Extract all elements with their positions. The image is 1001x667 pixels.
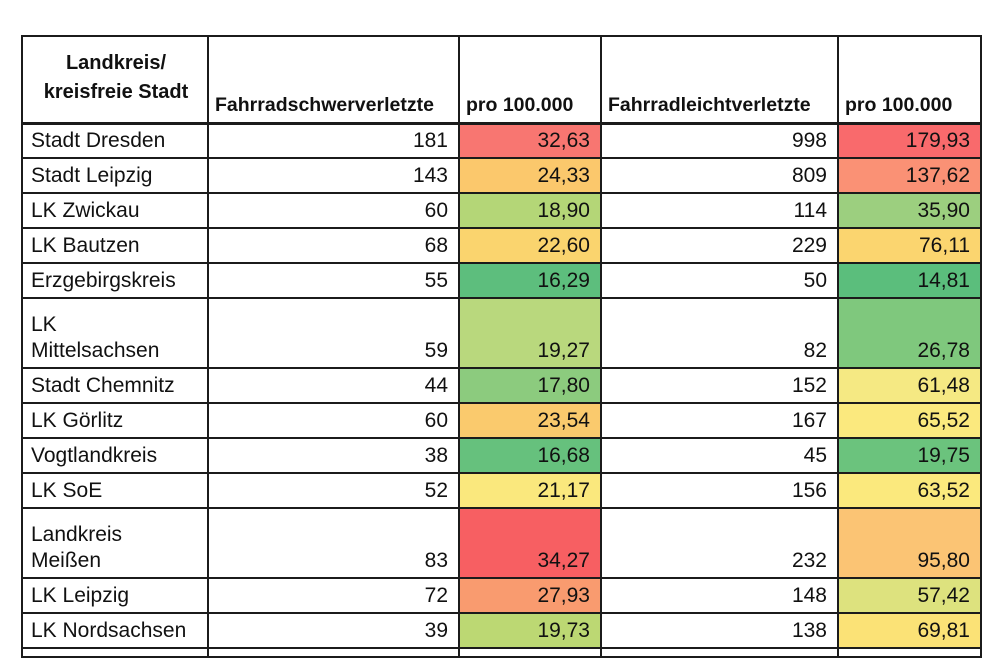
- leicht-rate-cell: 65,52: [837, 402, 982, 439]
- district-name-cell: LK Görlitz: [21, 402, 209, 439]
- schwer-count-cell: 59: [207, 297, 460, 369]
- schwer-count-cell: 60: [207, 402, 460, 439]
- header-row: Landkreis/ kreisfreie Stadt Fahrradschwe…: [21, 35, 982, 125]
- leicht-rate-cell: 63,52: [837, 472, 982, 509]
- leicht-count-cell: 156: [600, 472, 839, 509]
- district-name-cell: LK Mittelsachsen: [21, 297, 209, 369]
- leicht-count-cell: 148: [600, 577, 839, 614]
- schwer-rate-cell: 23,54: [458, 402, 602, 439]
- table-row: LK Leipzig 72 27,93 148 57,42: [21, 577, 982, 614]
- schwer-count-cell: 38: [207, 437, 460, 474]
- header-leicht-rate: pro 100.000: [837, 35, 982, 125]
- schwer-rate-cell: 22,60: [458, 227, 602, 264]
- table-row: Landkreis Meißen 83 34,27 232 95,80: [21, 507, 982, 579]
- table-row: Erzgebirgskreis 55 16,29 50 14,81: [21, 262, 982, 299]
- schwer-rate-cell: 17,80: [458, 367, 602, 404]
- leicht-rate-cell: 69,81: [837, 612, 982, 649]
- table-row: LK Zwickau 60 18,90 114 35,90: [21, 192, 982, 229]
- leicht-count-cell: 998: [600, 122, 839, 159]
- schwer-rate-cell: 19,73: [458, 612, 602, 649]
- schwer-count-cell: 60: [207, 192, 460, 229]
- leicht-count-cell: 114: [600, 192, 839, 229]
- table-row: LK Görlitz 60 23,54 167 65,52: [21, 402, 982, 439]
- schwer-rate-cell: 18,90: [458, 192, 602, 229]
- schwer-rate-cell: 34,27: [458, 507, 602, 579]
- schwer-rate-cell: 16,68: [458, 437, 602, 474]
- leicht-count-cell: 167: [600, 402, 839, 439]
- table-row: LK Nordsachsen 39 19,73 138 69,81: [21, 612, 982, 649]
- leicht-count-cell: 229: [600, 227, 839, 264]
- table-row: Vogtlandkreis 38 16,68 45 19,75: [21, 437, 982, 474]
- schwer-count-cell: 39: [207, 612, 460, 649]
- header-district: Landkreis/ kreisfreie Stadt: [21, 35, 209, 125]
- district-name-cell: LK Bautzen: [21, 227, 209, 264]
- clipped-empty-cell: [837, 647, 982, 658]
- header-schwerverletzte: Fahrradschwerverletzte: [207, 35, 460, 125]
- leicht-count-cell: 50: [600, 262, 839, 299]
- schwer-count-cell: 83: [207, 507, 460, 579]
- schwer-count-cell: 72: [207, 577, 460, 614]
- table-row: LK Mittelsachsen 59 19,27 82 26,78: [21, 297, 982, 369]
- injury-statistics-table: Landkreis/ kreisfreie Stadt Fahrradschwe…: [21, 35, 982, 658]
- schwer-rate-cell: 32,63: [458, 122, 602, 159]
- table-row: Stadt Chemnitz 44 17,80 152 61,48: [21, 367, 982, 404]
- table-row: Stadt Leipzig 143 24,33 809 137,62: [21, 157, 982, 194]
- schwer-count-cell: 181: [207, 122, 460, 159]
- district-name-cell: LK Nordsachsen: [21, 612, 209, 649]
- district-name-cell: Stadt Chemnitz: [21, 367, 209, 404]
- clipped-next-row: [21, 647, 982, 658]
- schwer-count-cell: 44: [207, 367, 460, 404]
- schwer-count-cell: 52: [207, 472, 460, 509]
- schwer-rate-cell: 16,29: [458, 262, 602, 299]
- district-name-cell: Vogtlandkreis: [21, 437, 209, 474]
- header-schwer-rate: pro 100.000: [458, 35, 602, 125]
- table-row: Stadt Dresden 181 32,63 998 179,93: [21, 122, 982, 159]
- clipped-empty-cell: [207, 647, 460, 658]
- schwer-rate-cell: 24,33: [458, 157, 602, 194]
- leicht-rate-cell: 179,93: [837, 122, 982, 159]
- leicht-rate-cell: 61,48: [837, 367, 982, 404]
- schwer-rate-cell: 21,17: [458, 472, 602, 509]
- leicht-count-cell: 232: [600, 507, 839, 579]
- district-name-cell: Stadt Dresden: [21, 122, 209, 159]
- district-name-cell: LK SoE: [21, 472, 209, 509]
- leicht-count-cell: 809: [600, 157, 839, 194]
- header-leichtverletzte: Fahrradleichtverletzte: [600, 35, 839, 125]
- leicht-count-cell: 138: [600, 612, 839, 649]
- schwer-count-cell: 55: [207, 262, 460, 299]
- leicht-rate-cell: 35,90: [837, 192, 982, 229]
- schwer-rate-cell: 19,27: [458, 297, 602, 369]
- leicht-count-cell: 152: [600, 367, 839, 404]
- district-name-cell: Stadt Leipzig: [21, 157, 209, 194]
- district-name-cell: LK Zwickau: [21, 192, 209, 229]
- clipped-empty-cell: [600, 647, 839, 658]
- leicht-rate-cell: 26,78: [837, 297, 982, 369]
- district-name-cell: Landkreis Meißen: [21, 507, 209, 579]
- leicht-rate-cell: 95,80: [837, 507, 982, 579]
- leicht-rate-cell: 14,81: [837, 262, 982, 299]
- leicht-rate-cell: 57,42: [837, 577, 982, 614]
- leicht-count-cell: 82: [600, 297, 839, 369]
- leicht-count-cell: 45: [600, 437, 839, 474]
- table-row: LK SoE 52 21,17 156 63,52: [21, 472, 982, 509]
- leicht-rate-cell: 76,11: [837, 227, 982, 264]
- table-row: LK Bautzen 68 22,60 229 76,11: [21, 227, 982, 264]
- schwer-rate-cell: 27,93: [458, 577, 602, 614]
- table-body: Stadt Dresden 181 32,63 998 179,93 Stadt Leip…: [21, 122, 982, 658]
- clipped-empty-cell: [21, 647, 209, 658]
- schwer-count-cell: 68: [207, 227, 460, 264]
- district-name-cell: LK Leipzig: [21, 577, 209, 614]
- leicht-rate-cell: 137,62: [837, 157, 982, 194]
- schwer-count-cell: 143: [207, 157, 460, 194]
- district-name-cell: Erzgebirgskreis: [21, 262, 209, 299]
- clipped-empty-cell: [458, 647, 602, 658]
- leicht-rate-cell: 19,75: [837, 437, 982, 474]
- table-header: Landkreis/ kreisfreie Stadt Fahrradschwe…: [21, 35, 982, 125]
